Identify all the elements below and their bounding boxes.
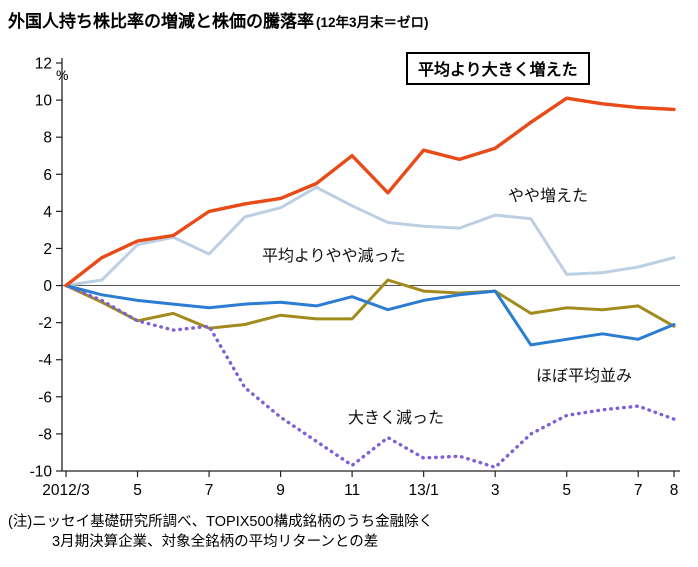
- note-line-1: (注)ニッセイ基礎研究所調べ、TOPIX500構成銘柄のうち金融除く: [8, 514, 434, 530]
- svg-text:-4: -4: [38, 352, 52, 369]
- series-label-increased-much: 平均より大きく増えた: [406, 52, 590, 85]
- chart-title-row: 外国人持ち株比率の増減と株価の騰落率 (12年3月末＝ゼロ): [0, 0, 698, 32]
- svg-text:-6: -6: [38, 389, 52, 406]
- svg-text:8: 8: [43, 130, 52, 147]
- svg-text:-10: -10: [30, 464, 53, 481]
- line-chart: 12 10 8 6 4 2 0 -2 -4 -6 -8 -10% 2012/3 5 7 9 11 13/1 3 5 7 8: [30, 56, 680, 499]
- svg-text:0: 0: [43, 278, 52, 295]
- svg-text:3: 3: [491, 482, 500, 499]
- svg-text:7: 7: [205, 482, 214, 499]
- svg-text:10: 10: [35, 93, 53, 110]
- svg-text:13/1: 13/1: [409, 482, 439, 499]
- svg-text:5: 5: [562, 482, 571, 499]
- source-note: (注)ニッセイ基礎研究所調べ、TOPIX500構成銘柄のうち金融除く 3月期決算…: [0, 508, 698, 553]
- chart-area: 12 10 8 6 4 2 0 -2 -4 -6 -8 -10% 2012/3 5 7 9 11 13/1 3 5 7 8…: [0, 32, 698, 508]
- svg-text:2: 2: [43, 241, 52, 258]
- svg-text:9: 9: [276, 482, 285, 499]
- svg-text:11: 11: [344, 482, 360, 499]
- svg-text:2012/3: 2012/3: [42, 482, 89, 499]
- series-label-about-average: ほぼ平均並み: [536, 368, 633, 385]
- svg-text:6: 6: [43, 167, 52, 184]
- series-label-decreased-much: 大きく減った: [348, 410, 445, 427]
- svg-text:5: 5: [133, 482, 142, 499]
- svg-text:7: 7: [634, 482, 643, 499]
- svg-text:8: 8: [670, 482, 679, 499]
- chart-title-suffix: (12年3月末＝ゼロ): [316, 15, 429, 30]
- chart-title: 外国人持ち株比率の増減と株価の騰落率: [8, 12, 314, 31]
- note-line-2: 3月期決算企業、対象全銘柄の平均リターンとの差: [52, 534, 379, 551]
- svg-text:4: 4: [43, 204, 52, 221]
- svg-text:-2: -2: [38, 315, 52, 332]
- series-label-decreased-somewhat: 平均よりやや減った: [262, 248, 406, 265]
- svg-text:12: 12: [35, 56, 52, 73]
- svg-text:%: %: [56, 67, 68, 83]
- series-label-increased-somewhat: やや増えた: [508, 188, 589, 205]
- svg-text:-8: -8: [38, 426, 52, 443]
